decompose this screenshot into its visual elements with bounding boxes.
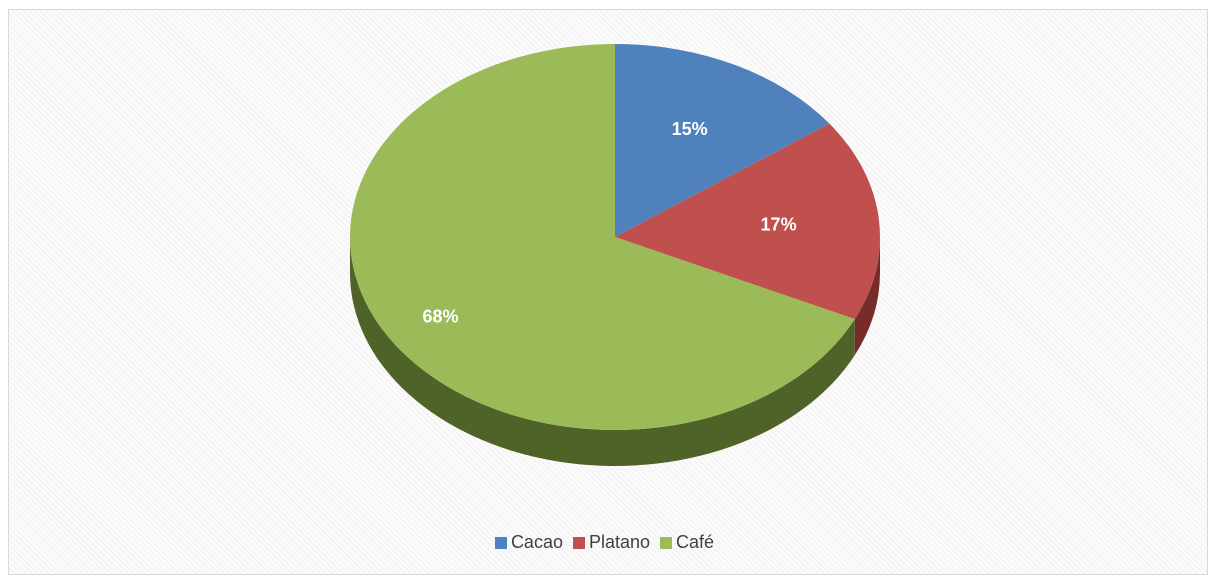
- data-label-cacao: 15%: [672, 119, 708, 139]
- pie-data-labels: 15% 17% 68%: [422, 119, 796, 326]
- legend-swatch-cacao: [494, 536, 507, 549]
- legend-label-cacao: Cacao: [510, 532, 563, 552]
- pie-side-cafe: [350, 237, 855, 467]
- legend: Cacao Platano Café: [0, 532, 1209, 553]
- pie-sides: [350, 237, 880, 467]
- pie-slice-cacao: [615, 44, 830, 237]
- legend-item-cafe: Café: [660, 532, 714, 553]
- pie-slice-platano: [615, 123, 880, 320]
- data-label-platano: 17%: [761, 214, 797, 234]
- legend-item-cacao: Cacao: [494, 532, 563, 553]
- legend-swatch-cafe: [660, 536, 673, 549]
- pie-side-platano: [854, 237, 880, 356]
- data-label-cafe: 68%: [422, 306, 458, 326]
- legend-swatch-platano: [572, 536, 585, 549]
- pie-slice-cafe: [349, 44, 855, 431]
- legend-label-platano: Platano: [588, 532, 651, 552]
- legend-item-platano: Platano: [572, 532, 651, 553]
- legend-label-cafe: Café: [676, 532, 715, 552]
- pie-slices: [349, 44, 880, 431]
